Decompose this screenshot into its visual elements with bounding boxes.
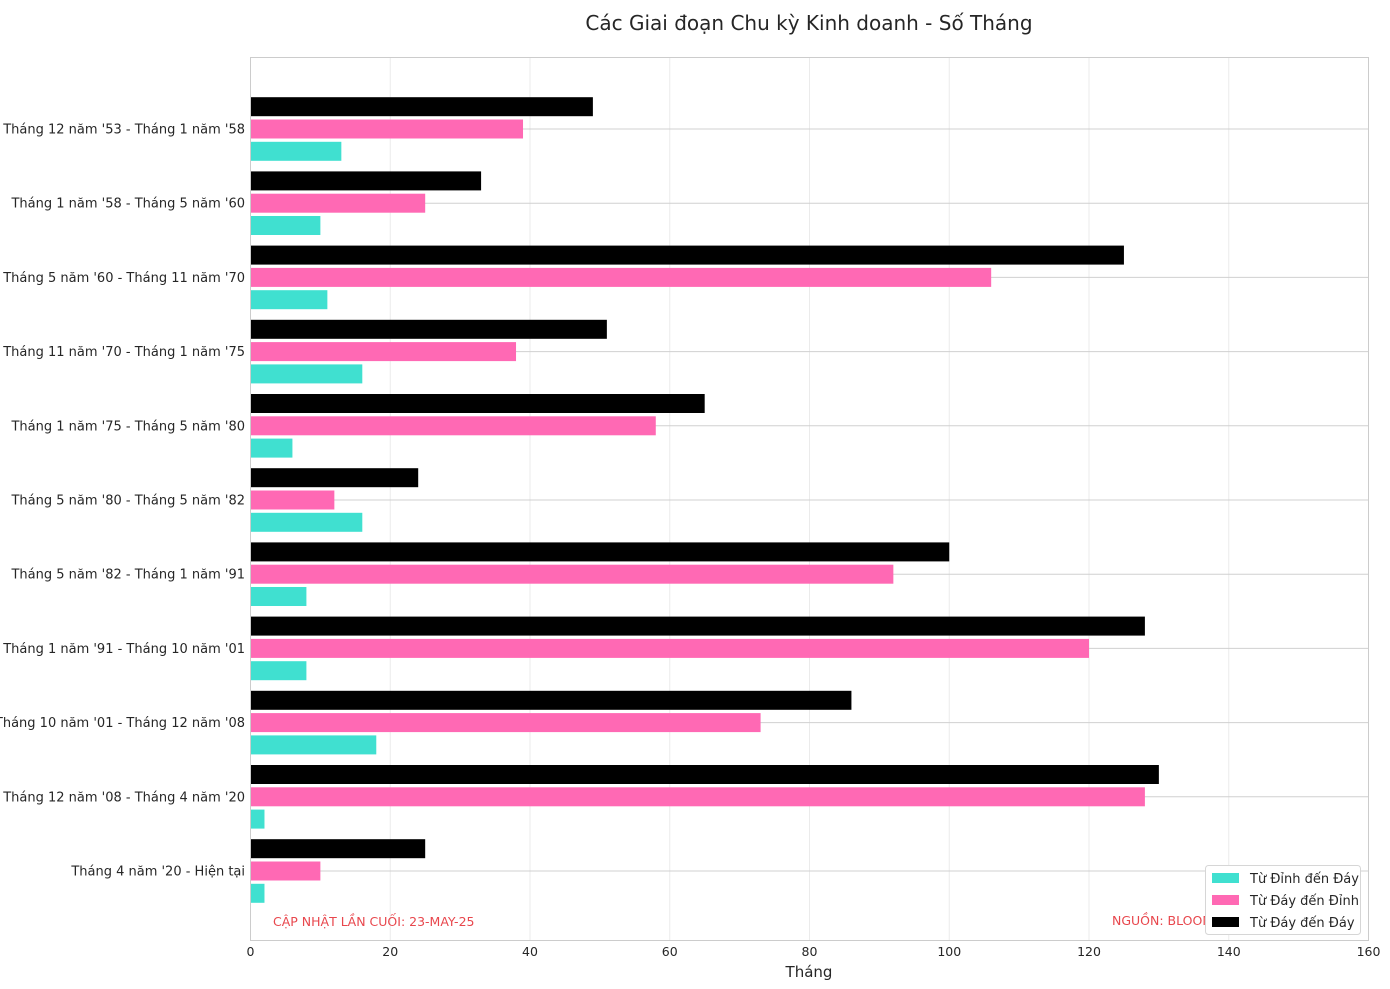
category-label: Tháng 1 năm '91 - Tháng 10 năm '01 <box>2 642 245 657</box>
x-tick-label: 80 <box>802 944 818 959</box>
bar-series-1 <box>250 638 1089 658</box>
category-label: Tháng 12 năm '53 - Tháng 1 năm '58 <box>2 123 245 138</box>
x-axis-ticks: 0 20 40 60 80 100 120 140 160 <box>247 944 1381 959</box>
category-label: Tháng 5 năm '82 - Tháng 1 năm '91 <box>10 568 245 583</box>
bar-series-2 <box>250 765 1159 784</box>
category-label: Tháng 5 năm '60 - Tháng 11 năm '70 <box>2 271 245 286</box>
bar-series-2 <box>250 245 1124 265</box>
category-label: Tháng 11 năm '70 - Tháng 1 năm '75 <box>2 345 245 360</box>
bar-series-0 <box>250 883 265 903</box>
bar-series-1 <box>250 119 524 139</box>
bar-series-0 <box>250 364 363 384</box>
category-labels: Tháng 12 năm '53 - Tháng 1 năm '58 Tháng … <box>0 123 245 880</box>
x-tick-label: 20 <box>382 944 398 959</box>
legend-label: Từ Đỉnh đến Đáy <box>1249 872 1359 887</box>
bar-series-1 <box>250 342 517 362</box>
bar-series-1 <box>250 416 656 436</box>
bar-series-0 <box>250 735 377 755</box>
bar-series-0 <box>250 216 321 235</box>
x-tick-label: 120 <box>1077 944 1101 959</box>
x-tick-label: 60 <box>662 944 678 959</box>
category-label: Tháng 1 năm '75 - Tháng 5 năm '80 <box>10 419 245 434</box>
bars-layer <box>250 97 1159 903</box>
legend-swatch <box>1212 917 1239 927</box>
category-label: Tháng 12 năm '08 - Tháng 4 năm '20 <box>2 790 245 805</box>
plot-frame <box>250 57 1369 941</box>
category-label: Tháng 10 năm '01 - Tháng 12 năm '08 <box>0 716 245 731</box>
bar-series-2 <box>250 97 593 117</box>
category-label: Tháng 1 năm '58 - Tháng 5 năm '60 <box>10 197 245 212</box>
bar-series-1 <box>250 713 761 733</box>
bar-series-0 <box>250 438 293 458</box>
bar-series-2 <box>250 171 482 191</box>
x-tick-label: 40 <box>522 944 538 959</box>
bar-series-2 <box>250 468 419 488</box>
bar-series-2 <box>250 319 607 339</box>
legend-label: Từ Đáy đến Đáy <box>1249 916 1355 931</box>
category-label: Tháng 5 năm '80 - Tháng 5 năm '82 <box>10 494 245 509</box>
legend: Từ Đỉnh đến Đáy Từ Đáy đến Đỉnh Từ Đáy đến… <box>1205 865 1361 935</box>
legend-swatch <box>1212 873 1239 883</box>
x-tick-label: 100 <box>937 944 961 959</box>
legend-swatch <box>1212 895 1239 905</box>
bar-series-0 <box>250 512 363 532</box>
bar-series-0 <box>250 661 307 681</box>
bar-series-1 <box>250 861 321 881</box>
legend-box <box>1205 865 1361 935</box>
x-axis-label: Tháng <box>785 963 833 981</box>
category-label: Tháng 4 năm '20 - Hiện tại <box>70 865 245 880</box>
bar-series-2 <box>250 542 950 562</box>
bar-series-2 <box>250 616 1145 636</box>
updated-annotation: CẬP NHẬT LẦN CUỐI: 23-MAY-25 <box>273 913 474 929</box>
bar-series-1 <box>250 193 426 213</box>
bar-series-1 <box>250 490 335 510</box>
bar-series-2 <box>250 690 852 710</box>
bar-series-1 <box>250 787 1145 807</box>
bar-series-0 <box>250 809 265 829</box>
bar-series-0 <box>250 290 328 310</box>
bar-series-0 <box>250 587 307 606</box>
x-tick-label: 0 <box>247 944 255 959</box>
bar-series-1 <box>250 267 992 287</box>
bar-series-0 <box>250 141 342 161</box>
legend-label: Từ Đáy đến Đỉnh <box>1249 894 1359 909</box>
chart-title: Các Giai đoạn Chu kỳ Kinh doanh - Số Thá… <box>585 11 1032 35</box>
bar-series-2 <box>250 394 705 413</box>
bar-series-2 <box>250 839 426 859</box>
x-tick-label: 160 <box>1357 944 1381 959</box>
bar-series-1 <box>250 564 894 584</box>
x-tick-label: 140 <box>1217 944 1241 959</box>
